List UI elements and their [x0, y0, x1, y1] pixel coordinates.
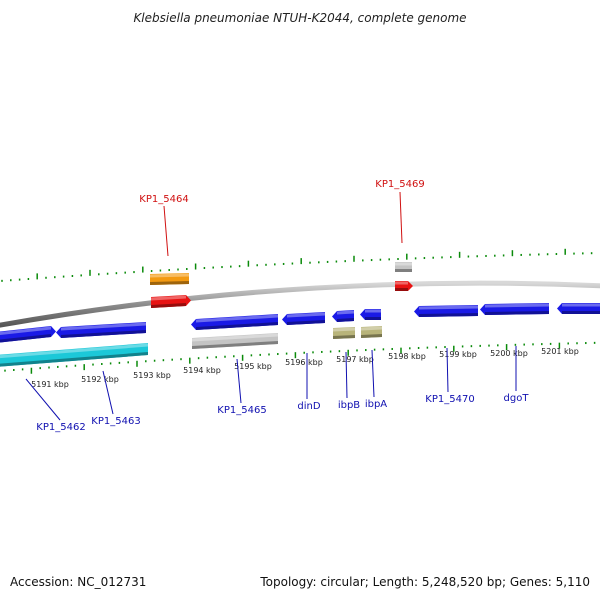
gene-callout: KP1_5469 [375, 179, 425, 244]
gene-feature [150, 273, 189, 285]
gene-label: KP1_5470 [425, 394, 474, 405]
tick-label: 5195 kbp [234, 362, 272, 371]
gene-callout: KP1_5465 [217, 358, 267, 416]
gene-callout: KP1_5464 [139, 194, 189, 257]
gene-callouts: KP1_5462 KP1_5463 KP1_5464 KP1_5465 dinD ibpB… [25, 179, 530, 433]
callout-leader-line [102, 370, 114, 415]
gene-label: KP1_5465 [217, 405, 266, 416]
gene-feature [361, 326, 382, 338]
gene-callout: dgoT [504, 346, 530, 404]
gene-label: dgoT [504, 393, 530, 404]
tick-label: 5201 kbp [541, 347, 579, 356]
lower-tick-track [4, 341, 596, 374]
gene-feature [480, 303, 549, 315]
gene-callout: KP1_5470 [425, 347, 475, 405]
callout-leader-line [25, 378, 61, 421]
callout-leader-line [345, 351, 348, 399]
gene-feature [332, 310, 354, 322]
callout-leader-line [399, 191, 403, 244]
gene-callout: ibpB [338, 351, 360, 411]
gene-label: KP1_5469 [375, 179, 424, 190]
tick-labels: 5191 kbp 5192 kbp 5193 kbp 5194 kbp 5195 kbp… [31, 347, 579, 389]
tick-label: 5199 kbp [439, 350, 477, 359]
gene-feature [0, 343, 148, 367]
tick-label: 5193 kbp [133, 371, 171, 380]
gene-feature [557, 303, 600, 314]
gene-feature [192, 333, 278, 349]
gene-label: dinD [297, 401, 320, 412]
tick-label: 5198 kbp [388, 352, 426, 361]
accession-text: Accession: NC_012731 [10, 575, 146, 589]
gene-label: KP1_5462 [36, 422, 85, 433]
gene-feature [191, 314, 278, 330]
callout-leader-line [446, 347, 449, 393]
tick-label: 5196 kbp [285, 358, 323, 367]
gene-feature [395, 281, 413, 291]
gene-feature [151, 295, 191, 308]
gene-label: ibpA [365, 399, 387, 410]
gene-callout: KP1_5462 [25, 378, 86, 433]
callout-leader-line [371, 349, 375, 398]
gene-label: KP1_5463 [91, 416, 140, 427]
gene-feature [414, 305, 478, 317]
upper-tick-track [1, 248, 593, 282]
tick-label: 5194 kbp [183, 366, 221, 375]
genome-backbone [0, 280, 600, 328]
gene-features [0, 262, 600, 367]
tick-label: 5200 kbp [490, 349, 528, 358]
gene-feature [282, 312, 325, 325]
tick-label: 5197 kbp [336, 355, 374, 364]
callout-leader-line [236, 358, 242, 404]
gene-feature [395, 262, 412, 272]
gene-feature [360, 309, 381, 320]
gene-feature [56, 322, 146, 338]
tick-label: 5192 kbp [81, 375, 119, 384]
genome-summary-text: Topology: circular; Length: 5,248,520 bp… [259, 575, 590, 589]
gene-feature [0, 326, 56, 343]
gene-callout: KP1_5463 [91, 370, 141, 427]
gene-callout: dinD [297, 353, 321, 412]
gene-feature [333, 327, 355, 339]
gene-label: ibpB [338, 400, 360, 411]
callout-leader-line [163, 205, 169, 257]
gene-callout: ibpA [365, 349, 387, 410]
map-title: Klebsiella pneumoniae NTUH-K2044, comple… [133, 11, 466, 25]
tick-label: 5191 kbp [31, 380, 69, 389]
gene-label: KP1_5464 [139, 194, 188, 205]
